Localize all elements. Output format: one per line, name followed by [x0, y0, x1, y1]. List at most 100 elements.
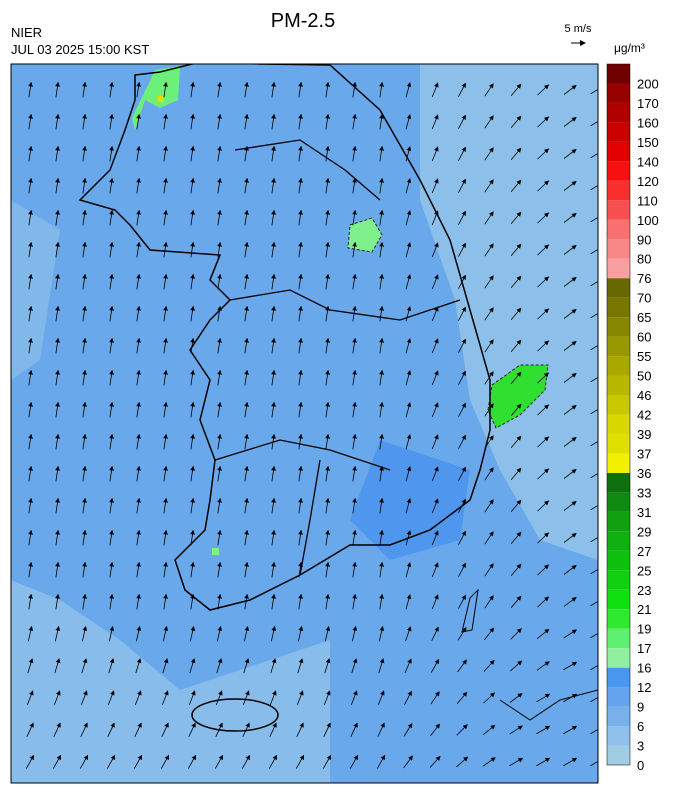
colorbar-frame [606, 63, 631, 766]
wind-arrow [405, 113, 412, 130]
wind-arrow [109, 561, 114, 578]
wind-arrow [163, 433, 168, 450]
wind-arrow [325, 465, 330, 482]
wind-arrow [270, 625, 277, 642]
colorbar-segment [607, 180, 630, 201]
wind-arrow [82, 241, 87, 258]
wind-arrow [405, 593, 412, 610]
wind-arrow [590, 760, 598, 767]
wind-arrow [378, 658, 385, 674]
wind-arrow [510, 211, 522, 224]
wind-arrow [510, 307, 522, 320]
wind-arrow [55, 529, 60, 546]
wind-arrow [55, 465, 60, 482]
wind-arrow [350, 690, 358, 706]
wind-arrow [298, 593, 303, 610]
wind-arrow [136, 305, 141, 322]
wind-arrow [590, 728, 598, 735]
wind-arrow [136, 81, 141, 98]
colorbar: 0369121617192123252729313336373942465055… [606, 63, 659, 773]
wind-arrow [537, 180, 550, 192]
wind-arrow [55, 241, 60, 258]
wind-arrow [244, 529, 249, 546]
wind-arrow [325, 401, 330, 418]
wind-arrow [431, 402, 439, 418]
wind-arrow [136, 209, 141, 226]
colorbar-label: 46 [637, 388, 651, 403]
wind-arrow [377, 690, 385, 706]
wind-arrow [379, 81, 384, 98]
wind-arrow [590, 312, 598, 319]
colorbar-label: 29 [637, 524, 651, 539]
wind-arrow [109, 145, 114, 162]
wind-arrow [322, 754, 332, 769]
wind-arrow [269, 722, 277, 737]
wind-arrow [377, 722, 385, 737]
colorbar-segment [607, 589, 630, 610]
wind-arrow [510, 660, 523, 672]
wind-arrow [405, 145, 412, 162]
colorbar-segment [607, 161, 630, 181]
wind-arrow [510, 403, 522, 416]
wind-arrow [537, 84, 550, 96]
wind-arrow [162, 625, 169, 642]
wind-arrow [325, 433, 330, 450]
wind-arrow [563, 373, 577, 383]
wind-arrow [563, 245, 577, 255]
wind-arrow [298, 497, 303, 514]
wind-arrow [405, 273, 412, 290]
wind-arrow [271, 305, 276, 322]
colorbar-segment [607, 317, 630, 337]
wind-arrow [429, 755, 441, 768]
wind-arrow [431, 82, 439, 98]
wind-arrow [484, 211, 494, 225]
wind-arrow [28, 209, 33, 226]
wind-arrow [244, 369, 249, 386]
wind-arrow [82, 561, 87, 578]
wind-arrow [28, 497, 33, 514]
wind-arrow [298, 81, 303, 98]
wind-arrow [271, 529, 276, 546]
wind-arrow [215, 722, 223, 737]
colorbar-label: 0 [637, 758, 644, 773]
colorbar-label: 70 [637, 291, 651, 306]
colorbar-segment [607, 395, 630, 415]
wind-arrow [325, 113, 330, 130]
datetime: JUL 03 2025 15:00 KST [11, 42, 149, 57]
wind-arrow [55, 145, 60, 162]
wind-arrow [352, 529, 357, 546]
wind-arrow [403, 755, 413, 769]
wind-arrow [298, 401, 303, 418]
wind-arrow [136, 273, 141, 290]
wind-arrow [135, 625, 142, 642]
colorbar-segment [607, 297, 630, 318]
wind-arrow [79, 754, 89, 769]
wind-arrow [82, 369, 87, 386]
wind-arrow [26, 690, 34, 706]
wind-arrow [563, 661, 578, 671]
wind-arrow [136, 529, 141, 546]
wind-arrow [55, 401, 60, 418]
wind-arrow [510, 531, 522, 544]
wind-arrow [405, 241, 412, 258]
sea-south [11, 580, 330, 783]
wind-arrow [244, 305, 249, 322]
wind-arrow [405, 465, 412, 482]
wind-arrow [217, 177, 222, 194]
wind-arrow [109, 529, 114, 546]
colorbar-label: 17 [637, 641, 651, 656]
wind-arrow [163, 465, 168, 482]
wind-arrow [109, 177, 114, 194]
wind-arrow [379, 593, 384, 610]
wind-arrow [190, 433, 195, 450]
wind-arrow [458, 370, 466, 385]
wind-arrow [325, 81, 330, 98]
wind-arrow [430, 691, 440, 705]
wind-arrow [163, 369, 168, 386]
colorbar-segment [607, 511, 630, 532]
wind-arrow [244, 113, 249, 130]
colorbar-segment [607, 706, 630, 727]
wind-arrow [190, 145, 195, 162]
colorbar-segment [607, 239, 630, 259]
wind-arrow [216, 625, 223, 642]
